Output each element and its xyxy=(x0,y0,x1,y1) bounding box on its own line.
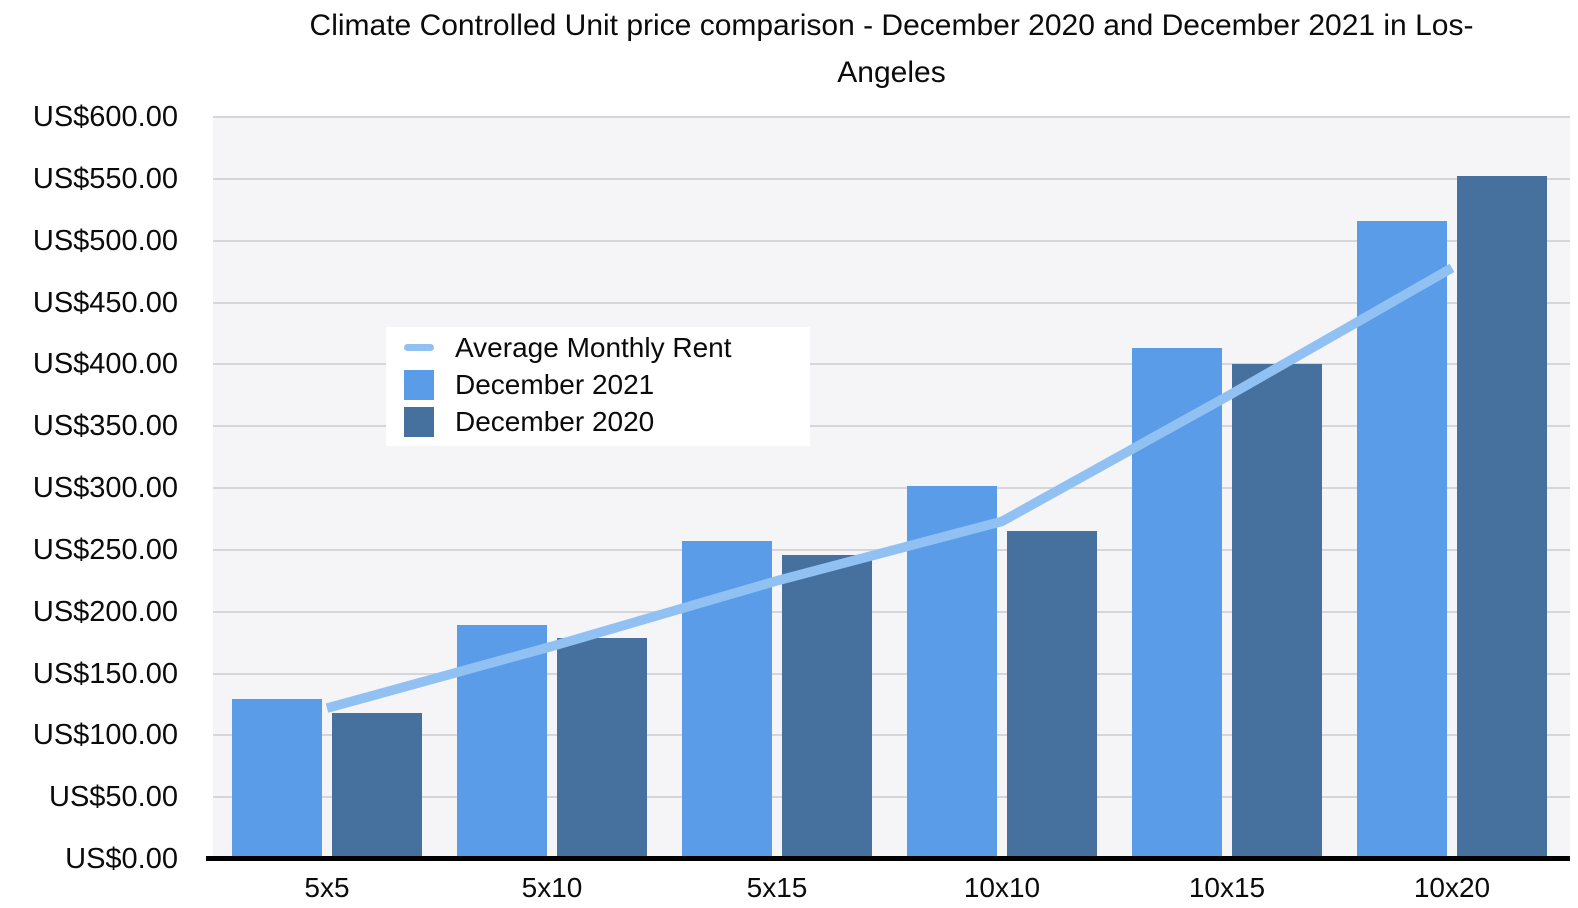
bar-december-2021-5x5 xyxy=(232,699,322,859)
legend-item-december-2021: December 2021 xyxy=(386,366,810,403)
legend-label-december-2020: December 2020 xyxy=(455,405,655,437)
gridline-400 xyxy=(213,363,1570,366)
legend-label-december-2021: December 2021 xyxy=(455,368,655,400)
gridline-450 xyxy=(213,301,1570,304)
chart-title-line2: Angeles xyxy=(837,56,946,89)
legend-item-average-monthly-rent: Average Monthly Rent xyxy=(386,329,810,366)
bar-december-2020-10x10 xyxy=(1007,531,1097,859)
legend: Average Monthly Rent December 2021 Decem… xyxy=(386,327,810,446)
gridline-550 xyxy=(213,177,1570,180)
bar-december-2021-10x20 xyxy=(1357,220,1447,859)
gridline-600 xyxy=(213,116,1570,118)
bar-december-2020-5x5 xyxy=(332,713,422,859)
bar-december-2020-10x15 xyxy=(1232,364,1322,859)
y-tick-label: US$350.00 xyxy=(32,410,178,443)
x-axis-line xyxy=(206,856,1570,861)
gridline-50 xyxy=(213,796,1570,799)
bar-december-2020-5x10 xyxy=(557,637,647,859)
bar-december-2020-5x15 xyxy=(782,554,872,859)
x-tick-label-10x20: 10x20 xyxy=(1413,872,1491,903)
y-tick-label: US$450.00 xyxy=(32,286,178,319)
gridline-300 xyxy=(213,487,1570,489)
x-tick-label-10x15: 10x15 xyxy=(1188,872,1266,903)
y-tick-label: US$250.00 xyxy=(32,533,178,566)
x-tick-label-5x10: 5x10 xyxy=(521,872,583,903)
legend-item-december-2020: December 2020 xyxy=(386,403,810,440)
gridline-100 xyxy=(213,734,1570,737)
y-tick-label: US$600.00 xyxy=(32,101,178,133)
y-tick-label: US$50.00 xyxy=(49,781,178,814)
chart-title-line1: Climate Controlled Unit price comparison… xyxy=(309,9,1474,42)
y-tick-label: US$550.00 xyxy=(32,162,178,195)
bar-swatch-2020-icon xyxy=(404,406,434,437)
average-monthly-rent-line xyxy=(325,263,1455,713)
y-tick-label: US$400.00 xyxy=(32,348,178,381)
x-tick-label-5x5: 5x5 xyxy=(304,872,350,903)
line-swatch-icon xyxy=(404,344,434,351)
y-tick-label: US$150.00 xyxy=(32,657,178,690)
y-tick-label: US$0.00 xyxy=(65,843,178,875)
y-tick-label: US$200.00 xyxy=(32,595,178,628)
gridline-150 xyxy=(213,672,1570,675)
gridline-500 xyxy=(213,239,1570,242)
x-tick-label-10x10: 10x10 xyxy=(963,872,1041,903)
legend-label-average-monthly-rent: Average Monthly Rent xyxy=(455,331,732,363)
gridline-200 xyxy=(213,610,1570,613)
x-tick-label-5x15: 5x15 xyxy=(746,872,808,903)
bar-december-2020-10x20 xyxy=(1457,176,1547,859)
chart-title: Climate Controlled Unit price comparison… xyxy=(213,2,1570,96)
y-tick-label: US$500.00 xyxy=(32,224,178,257)
y-tick-label: US$300.00 xyxy=(32,472,178,504)
gridline-350 xyxy=(213,425,1570,428)
bar-december-2021-10x10 xyxy=(907,485,997,859)
y-tick-label: US$100.00 xyxy=(32,719,178,752)
bar-december-2021-10x15 xyxy=(1132,348,1222,859)
plot-area: Average Monthly Rent December 2021 Decem… xyxy=(213,116,1570,859)
bar-swatch-2021-icon xyxy=(404,369,434,400)
